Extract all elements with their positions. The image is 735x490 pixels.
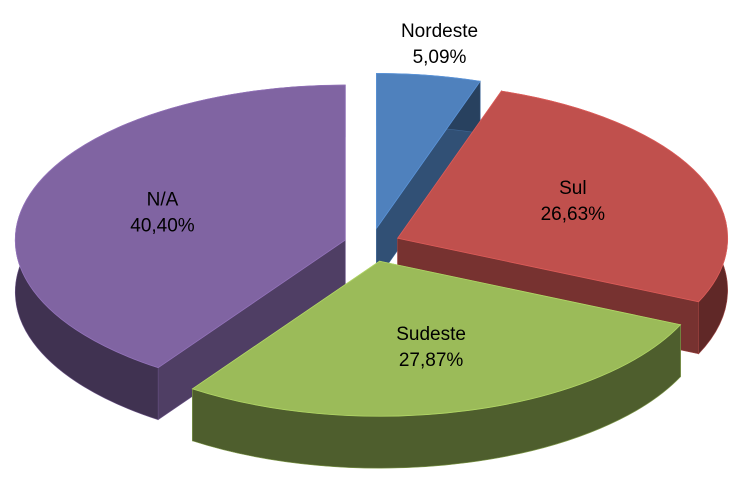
slice-label: Sudeste <box>396 324 466 345</box>
slice-value-label: 26,63% <box>541 204 606 225</box>
slice-top <box>191 260 682 417</box>
slice-value-label: 5,09% <box>413 47 467 68</box>
pie-slice <box>376 73 481 282</box>
slice-value-label: 40,40% <box>130 215 195 236</box>
slice-top <box>396 90 728 303</box>
pie-slice <box>14 84 346 421</box>
slice-top <box>14 84 346 369</box>
slice-label: Nordeste <box>401 21 478 42</box>
pie-slice <box>191 260 682 469</box>
slice-value-label: 27,87% <box>399 350 464 371</box>
slice-label: N/A <box>147 189 179 210</box>
slice-label: Sul <box>559 178 586 199</box>
slice-top <box>376 73 481 230</box>
pie-slice <box>396 90 728 355</box>
